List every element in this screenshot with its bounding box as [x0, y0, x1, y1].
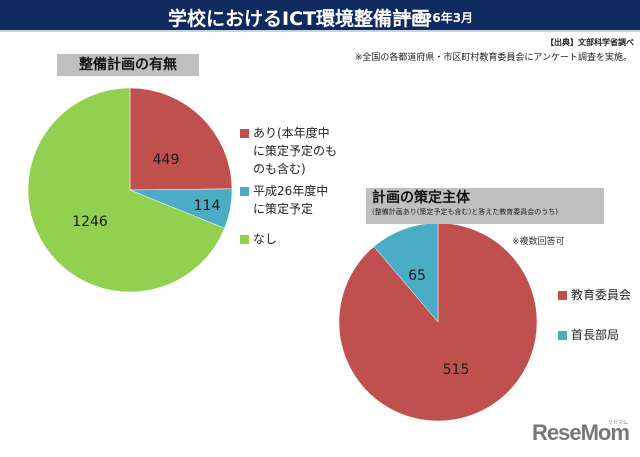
page-title: 学校におけるICT環境整備計画	[168, 8, 430, 30]
legend-swatch-icon	[558, 291, 567, 300]
legend-label: なし	[253, 232, 278, 246]
pie1-slice-0	[129, 87, 233, 191]
pie1-slice-2	[27, 87, 225, 293]
legend-swatch-icon	[240, 129, 249, 138]
pie1-data-label: 449	[153, 152, 180, 168]
chart1-title: 整備計画の有無	[57, 54, 199, 76]
header-banner: 学校におけるICT環境整備計画 平成26年3月	[0, 0, 640, 32]
chart1-legend-item: なし	[240, 230, 352, 248]
chart2-title-box: 計画の策定主体 (整備計画あり(策定予定も含む)と答えた教育委員会のうち)	[366, 188, 604, 224]
chart2-title: 計画の策定主体	[372, 190, 470, 206]
legend-label: 教育委員会	[571, 288, 632, 302]
chart2-subtitle: (整備計画あり(策定予定も含む)と答えた教育委員会のうち)	[372, 208, 558, 216]
legend-swatch-icon	[240, 235, 249, 244]
legend-swatch-icon	[240, 187, 249, 196]
chart2-legend: 教育委員会 首長部局	[558, 286, 631, 344]
resemom-logo: ReseMom	[532, 420, 630, 445]
chart1-legend: あり(本年度中 に策定予定のも のも含む) 平成26年度中 に策定予定なし	[240, 124, 352, 248]
chart1-legend-item: 平成26年度中 に策定予定	[240, 182, 352, 218]
chart2-legend-item: 教育委員会	[558, 286, 631, 304]
legend-label: 首長部局	[571, 328, 620, 342]
pie1-data-label: 114	[194, 198, 221, 214]
source-label: 【出典】文部科学省調べ	[546, 38, 634, 47]
pie2-data-label: 515	[443, 362, 470, 378]
legend-label: 平成26年度中 に策定予定	[253, 184, 329, 216]
chart1-legend-item: あり(本年度中 に策定予定のも のも含む)	[240, 124, 352, 178]
pie2-data-label: 65	[408, 268, 426, 284]
resemom-logo-kana: リセマム	[608, 420, 629, 426]
survey-note: ※全国の各都道府県・市区町村教育委員会にアンケート調査を実施。	[354, 53, 632, 63]
multiple-answers-note: ※複数回答可	[512, 237, 565, 247]
pie1-data-label: 1246	[72, 214, 108, 230]
legend-swatch-icon	[558, 331, 567, 340]
chart2-legend-item: 首長部局	[558, 326, 631, 344]
legend-label: あり(本年度中 に策定予定のも のも含む)	[253, 126, 338, 176]
date-label: 平成26年3月	[400, 11, 474, 25]
